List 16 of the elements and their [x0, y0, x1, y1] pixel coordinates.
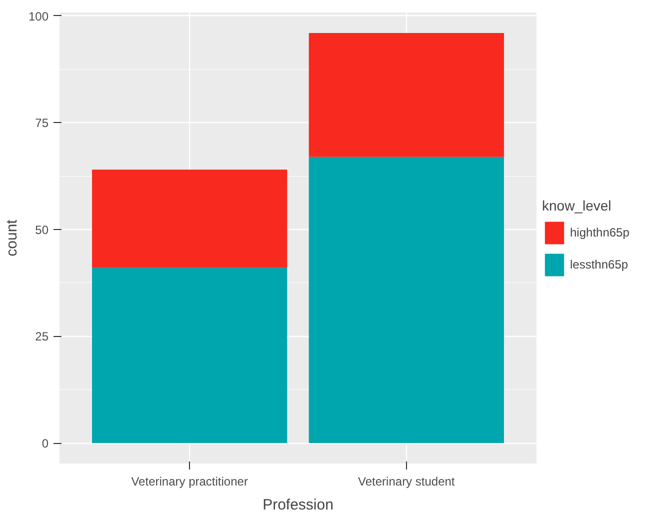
x-tick-label: Veterinary student [358, 474, 456, 488]
y-tick-label: 75 [35, 116, 49, 130]
legend-label: highthn65p [570, 225, 630, 239]
legend-title: know_level [542, 197, 612, 213]
y-tick-label: 50 [35, 222, 49, 237]
x-tick-label: Veterinary practitioner [131, 474, 248, 488]
bar [308, 33, 504, 157]
bar [92, 170, 288, 268]
y-axis-title: count [3, 218, 20, 256]
y-tick-label: 25 [35, 330, 49, 344]
bar [308, 156, 504, 443]
y-tick-label: 100 [28, 9, 49, 24]
y-tick-label: 0 [42, 436, 49, 450]
legend-label: lessthn65p [570, 257, 628, 271]
bar [92, 268, 288, 443]
x-axis-title: Profession [262, 496, 334, 514]
